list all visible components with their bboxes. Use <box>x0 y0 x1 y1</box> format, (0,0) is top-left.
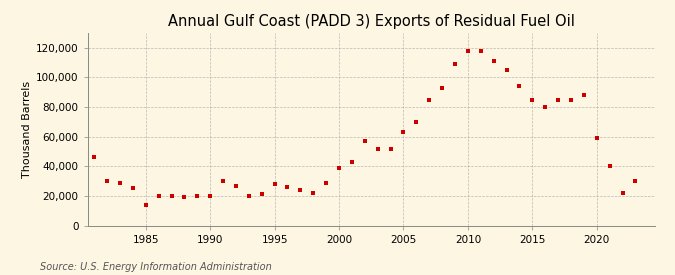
Point <box>256 192 267 197</box>
Point <box>179 195 190 200</box>
Point <box>153 194 164 198</box>
Point <box>398 130 409 134</box>
Point <box>269 182 280 186</box>
Point <box>308 191 319 195</box>
Point <box>205 194 215 198</box>
Point <box>231 183 242 188</box>
Point <box>385 146 396 151</box>
Point <box>115 180 126 185</box>
Text: Source: U.S. Energy Information Administration: Source: U.S. Energy Information Administ… <box>40 262 272 272</box>
Point <box>437 86 448 90</box>
Point <box>566 97 576 102</box>
Point <box>617 191 628 195</box>
Point <box>450 62 460 66</box>
Point <box>411 120 422 124</box>
Point <box>488 59 499 63</box>
Point <box>102 179 113 183</box>
Point <box>128 186 138 191</box>
Point <box>540 105 551 109</box>
Point <box>140 203 151 207</box>
Point <box>244 194 254 198</box>
Point <box>462 49 473 53</box>
Y-axis label: Thousand Barrels: Thousand Barrels <box>22 81 32 178</box>
Point <box>359 139 370 143</box>
Point <box>591 136 602 140</box>
Title: Annual Gulf Coast (PADD 3) Exports of Residual Fuel Oil: Annual Gulf Coast (PADD 3) Exports of Re… <box>168 14 574 29</box>
Point <box>166 194 177 198</box>
Point <box>321 180 331 185</box>
Point <box>373 146 383 151</box>
Point <box>553 97 564 102</box>
Point <box>604 164 615 169</box>
Point <box>578 93 589 97</box>
Point <box>346 160 357 164</box>
Point <box>475 49 486 53</box>
Point <box>501 68 512 72</box>
Point <box>527 97 538 102</box>
Point <box>630 179 641 183</box>
Point <box>514 84 525 89</box>
Point <box>192 194 202 198</box>
Point <box>333 166 344 170</box>
Point <box>282 185 293 189</box>
Point <box>424 97 435 102</box>
Point <box>217 179 228 183</box>
Point <box>89 155 100 160</box>
Point <box>295 188 306 192</box>
